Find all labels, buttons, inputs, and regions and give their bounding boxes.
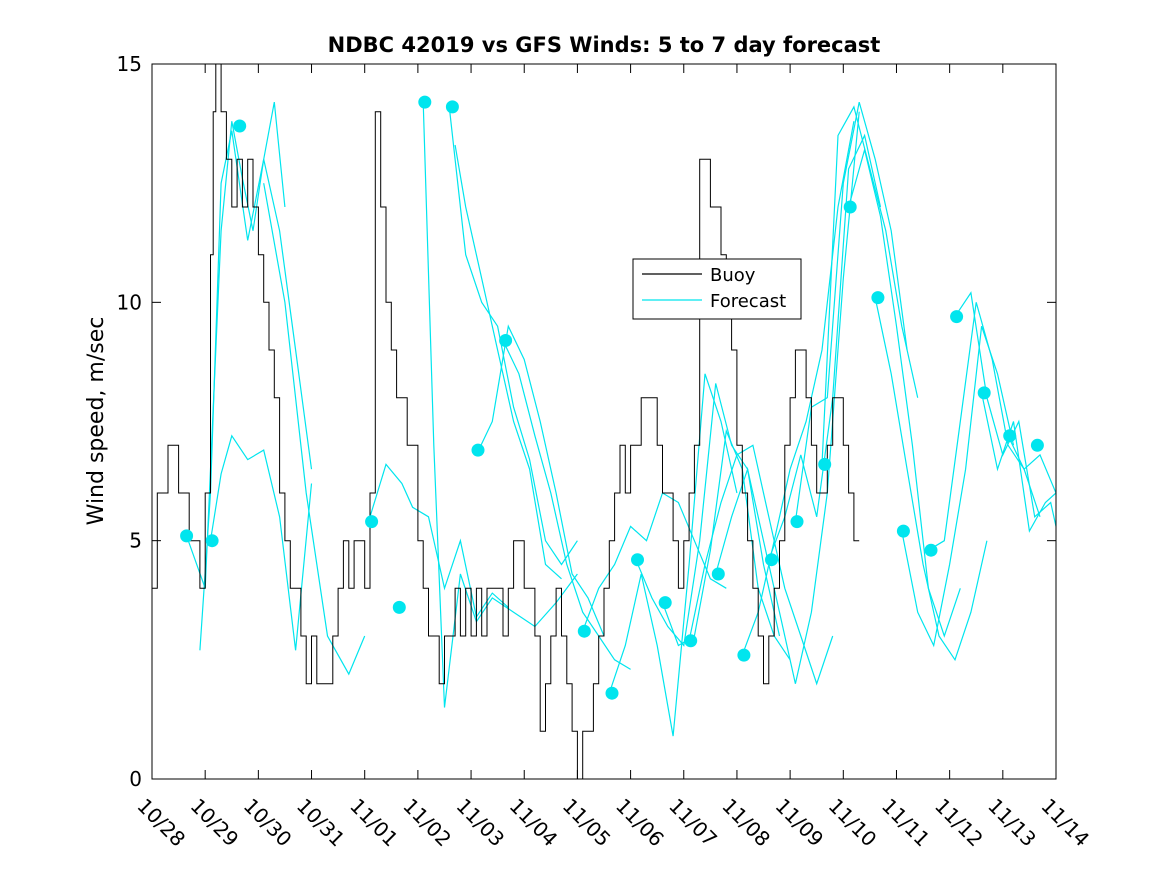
forecast-line-4 bbox=[369, 463, 509, 619]
forecast-marker bbox=[658, 596, 672, 610]
chart-title: NDBC 42019 vs GFS Winds: 5 to 7 day fore… bbox=[328, 33, 881, 57]
forecast-line-21 bbox=[874, 297, 988, 662]
y-tick-label: 15 bbox=[117, 52, 142, 76]
forecast-line-2 bbox=[209, 434, 313, 651]
forecast-marker bbox=[924, 543, 938, 557]
forecast-marker bbox=[471, 443, 485, 457]
y-tick-label: 10 bbox=[117, 290, 142, 314]
forecast-line-22 bbox=[901, 326, 1015, 648]
legend-box bbox=[632, 258, 802, 320]
forecast-markers bbox=[180, 95, 1044, 700]
forecast-marker bbox=[950, 310, 964, 324]
forecast-line-10 bbox=[582, 492, 727, 632]
forecast-marker bbox=[365, 515, 379, 529]
forecast-marker bbox=[818, 457, 832, 471]
forecast-line-14 bbox=[688, 444, 834, 686]
forecast-marker bbox=[631, 553, 644, 567]
y-tick-label: 5 bbox=[129, 529, 142, 553]
forecast-marker bbox=[790, 515, 804, 529]
forecast-line-17 bbox=[768, 133, 882, 560]
legend: Buoy Forecast bbox=[632, 258, 802, 320]
forecast-marker bbox=[499, 334, 513, 347]
forecast-marker bbox=[711, 567, 725, 581]
forecast-marker bbox=[180, 529, 194, 543]
forecast-line-5 bbox=[422, 102, 578, 708]
forecast-marker bbox=[1030, 438, 1044, 452]
forecast-marker bbox=[843, 200, 857, 214]
forecast-line-6 bbox=[449, 111, 578, 566]
forecast-marker bbox=[1003, 429, 1017, 443]
forecast-marker bbox=[896, 524, 910, 538]
forecast-marker bbox=[233, 119, 247, 133]
forecast-line-18 bbox=[794, 101, 908, 522]
forecast-marker bbox=[205, 534, 219, 548]
forecast-marker bbox=[445, 100, 459, 114]
forecast-marker bbox=[737, 648, 751, 662]
forecast-marker bbox=[871, 291, 885, 305]
forecast-line-1 bbox=[199, 130, 313, 651]
forecast-marker bbox=[577, 624, 591, 638]
forecast-marker bbox=[765, 553, 778, 567]
forecast-line-19 bbox=[821, 105, 919, 465]
forecast-line-9 bbox=[502, 340, 631, 670]
legend-label-forecast: Forecast bbox=[710, 291, 786, 312]
forecast-line-8 bbox=[475, 324, 605, 637]
y-axis: 0 5 10 15 bbox=[117, 52, 1056, 791]
forecast-line-20 bbox=[848, 147, 961, 638]
forecast-line-12 bbox=[635, 383, 781, 647]
forecast-marker bbox=[418, 95, 432, 109]
y-tick-label: 0 bbox=[129, 767, 142, 791]
forecast-marker bbox=[392, 600, 406, 614]
forecast-line-3 bbox=[263, 183, 366, 676]
forecast-line-7 bbox=[454, 144, 562, 580]
legend-label-buoy: Buoy bbox=[710, 265, 756, 286]
forecast-line-13 bbox=[661, 428, 791, 661]
y-axis-label: Wind speed, m/sec bbox=[84, 317, 109, 526]
forecast-line-11 bbox=[608, 373, 738, 737]
forecast-line-26 bbox=[1007, 435, 1056, 494]
buoy-line-group bbox=[152, 64, 860, 779]
forecast-line-23 bbox=[928, 302, 1041, 551]
plot-frame bbox=[151, 63, 1057, 780]
forecast-line-25 bbox=[981, 392, 1056, 533]
forecast-marker bbox=[684, 634, 698, 648]
buoy-line bbox=[152, 64, 860, 779]
forecast-line-15 bbox=[715, 111, 860, 684]
forecast-line-16 bbox=[741, 121, 855, 656]
forecast-marker bbox=[977, 386, 991, 400]
forecast-marker bbox=[605, 686, 619, 700]
